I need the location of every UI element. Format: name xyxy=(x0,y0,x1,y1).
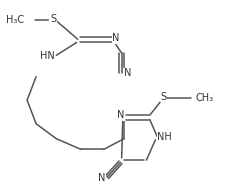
Text: N: N xyxy=(98,173,105,183)
Text: H₃C: H₃C xyxy=(6,15,24,25)
Text: N: N xyxy=(112,33,120,43)
Text: CH₃: CH₃ xyxy=(196,93,214,103)
Text: HN: HN xyxy=(40,51,55,61)
Text: N: N xyxy=(123,68,131,78)
Text: N: N xyxy=(117,110,124,120)
Text: NH: NH xyxy=(157,132,172,142)
Text: S: S xyxy=(160,92,166,102)
Text: S: S xyxy=(50,14,56,24)
